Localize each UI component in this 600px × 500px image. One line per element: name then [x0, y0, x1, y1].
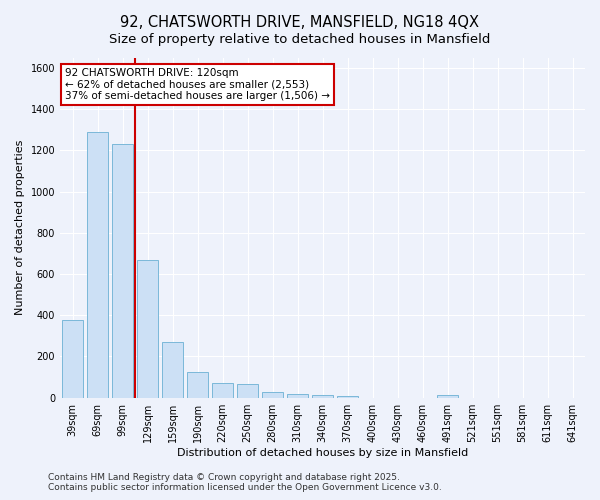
Bar: [137, 260, 158, 398]
Bar: [262, 392, 283, 398]
Bar: [212, 384, 233, 398]
Bar: [337, 396, 358, 398]
Text: 92 CHATSWORTH DRIVE: 120sqm
← 62% of detached houses are smaller (2,553)
37% of : 92 CHATSWORTH DRIVE: 120sqm ← 62% of det…: [65, 68, 330, 101]
Text: Size of property relative to detached houses in Mansfield: Size of property relative to detached ho…: [109, 32, 491, 46]
Bar: [62, 320, 83, 398]
Bar: [312, 395, 333, 398]
Bar: [187, 372, 208, 398]
Bar: [87, 132, 108, 398]
Bar: [237, 384, 258, 398]
Text: 92, CHATSWORTH DRIVE, MANSFIELD, NG18 4QX: 92, CHATSWORTH DRIVE, MANSFIELD, NG18 4Q…: [121, 15, 479, 30]
Bar: [287, 394, 308, 398]
X-axis label: Distribution of detached houses by size in Mansfield: Distribution of detached houses by size …: [177, 448, 468, 458]
Text: Contains HM Land Registry data © Crown copyright and database right 2025.
Contai: Contains HM Land Registry data © Crown c…: [48, 473, 442, 492]
Bar: [162, 342, 183, 398]
Bar: [112, 144, 133, 398]
Bar: [437, 394, 458, 398]
Y-axis label: Number of detached properties: Number of detached properties: [15, 140, 25, 316]
